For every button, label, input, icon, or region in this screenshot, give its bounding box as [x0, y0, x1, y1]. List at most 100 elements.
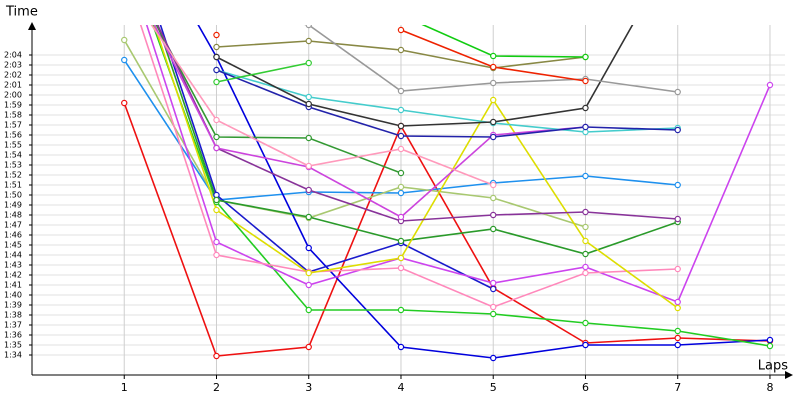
data-point [213, 144, 220, 152]
y-tick-label: 2:00 [4, 91, 22, 100]
x-axis-arrow [785, 371, 793, 379]
y-tick-label: 1:49 [4, 201, 22, 210]
data-point [397, 189, 405, 197]
data-point [397, 132, 405, 140]
y-tick-label: 1:59 [4, 101, 22, 110]
data-point [397, 145, 405, 153]
data-point [766, 81, 774, 89]
data-point [121, 99, 128, 107]
data-point [490, 133, 497, 141]
y-axis-arrow [28, 22, 36, 30]
data-point [490, 79, 497, 87]
data-point [490, 303, 497, 311]
data-point [490, 194, 497, 202]
data-point [582, 53, 589, 61]
data-point [397, 122, 405, 130]
y-tick-label: 1:45 [4, 241, 22, 250]
data-point [397, 254, 405, 262]
data-point [305, 343, 312, 351]
y-tick-label: 1:51 [4, 181, 22, 190]
y-tick-label: 1:54 [4, 151, 22, 160]
ticks: 1:341:351:361:371:381:391:401:411:421:43… [4, 51, 773, 395]
y-tick-label: 1:37 [4, 321, 22, 330]
data-point [397, 306, 405, 314]
y-tick-label: 2:04 [4, 51, 22, 60]
x-tick-label: 6 [582, 381, 589, 394]
series-line [153, 25, 586, 218]
data-point [397, 106, 405, 114]
series-line [303, 25, 678, 93]
data-point [213, 238, 220, 246]
data-point [582, 104, 589, 112]
data-point [674, 181, 681, 189]
data-point [305, 37, 312, 45]
data-point [490, 211, 497, 219]
y-tick-label: 2:02 [4, 71, 22, 80]
data-point [674, 341, 681, 349]
y-tick-label: 1:41 [4, 281, 22, 290]
data-point [582, 250, 589, 258]
data-point [213, 196, 220, 204]
data-point [305, 244, 312, 252]
data-point [582, 319, 589, 327]
y-tick-label: 2:03 [4, 61, 22, 70]
data-point [582, 341, 589, 349]
data-point [674, 126, 681, 134]
y-tick-label: 1:43 [4, 261, 22, 270]
data-point [397, 169, 405, 177]
x-tick-label: 4 [397, 381, 404, 394]
data-point [213, 43, 220, 51]
data-point [490, 63, 497, 71]
x-tick-label: 3 [305, 381, 312, 394]
data-point [674, 88, 681, 96]
y-tick-label: 1:40 [4, 291, 22, 300]
series-line [145, 25, 771, 304]
data-point [397, 237, 405, 245]
data-point [305, 93, 312, 101]
data-point [490, 96, 497, 104]
grid [32, 25, 785, 375]
data-point [213, 66, 220, 74]
y-tick-label: 1:39 [4, 301, 22, 310]
data-point [397, 46, 405, 54]
data-point [305, 162, 312, 170]
data-point [305, 213, 312, 221]
data-point [490, 52, 497, 60]
y-tick-label: 1:35 [4, 341, 22, 350]
y-tick-label: 1:42 [4, 271, 22, 280]
data-point [582, 77, 589, 85]
y-tick-label: 1:50 [4, 191, 22, 200]
series-line [216, 25, 634, 127]
data-point [490, 225, 497, 233]
data-point [582, 237, 589, 245]
y-tick-label: 1:57 [4, 121, 22, 130]
data-point [397, 183, 405, 191]
series-line [216, 69, 678, 138]
data-point [490, 118, 497, 126]
data-point [490, 285, 497, 293]
series-line [123, 39, 586, 228]
data-point [213, 352, 220, 360]
data-point [305, 306, 312, 314]
y-tick-label: 1:46 [4, 231, 22, 240]
data-point [490, 279, 497, 287]
data-point [674, 304, 681, 312]
data-point [766, 336, 774, 344]
data-point [214, 7, 219, 12]
y-tick-label: 1:36 [4, 331, 22, 340]
series-line [216, 69, 678, 133]
data-point [582, 269, 589, 277]
series-line [197, 25, 771, 359]
data-point [582, 263, 589, 271]
y-tick-label: 1:48 [4, 211, 22, 220]
y-tick-label: 1:38 [4, 311, 22, 320]
data-point [305, 186, 312, 194]
data-point [397, 343, 405, 351]
data-point [305, 269, 312, 277]
data-point [305, 59, 312, 67]
y-tick-label: 1:44 [4, 251, 22, 260]
data-point [582, 123, 589, 131]
data-point [582, 223, 589, 231]
